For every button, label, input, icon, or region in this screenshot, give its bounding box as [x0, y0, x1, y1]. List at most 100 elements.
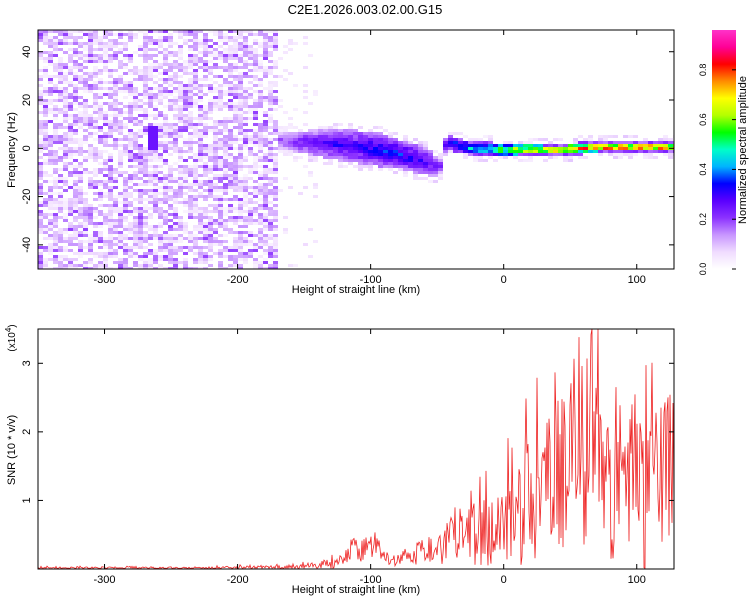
heatmap-cell	[123, 72, 128, 75]
heatmap-cell	[283, 144, 288, 147]
heatmap-cell	[288, 39, 293, 42]
heatmap-cell	[138, 168, 143, 171]
heatmap-cell	[258, 96, 263, 99]
heatmap-cell	[63, 51, 68, 54]
heatmap-cell	[193, 57, 198, 60]
heatmap-cell	[48, 78, 53, 81]
heatmap-cell	[108, 75, 113, 78]
heatmap-cell	[233, 255, 238, 258]
heatmap-cell	[158, 30, 163, 33]
heatmap-cell	[238, 168, 243, 171]
heatmap-cell	[388, 141, 393, 144]
heatmap-cell	[543, 147, 548, 150]
heatmap-cell	[223, 144, 228, 147]
heatmap-cell	[248, 192, 253, 195]
heatmap-cell	[263, 129, 268, 132]
heatmap-cell	[98, 117, 103, 120]
heatmap-cell	[73, 234, 78, 237]
heatmap-cell	[118, 192, 123, 195]
heatmap-cell	[128, 237, 133, 240]
heatmap-cell	[193, 243, 198, 246]
heatmap-cell	[213, 186, 218, 189]
heatmap-cell	[233, 174, 238, 177]
heatmap-cell	[178, 93, 183, 96]
heatmap-cell	[73, 264, 78, 267]
heatmap-cell	[78, 210, 83, 213]
heatmap-cell	[93, 96, 98, 99]
heatmap-cell	[308, 144, 313, 147]
heatmap-cell	[328, 135, 333, 138]
heatmap-cell	[218, 195, 223, 198]
heatmap-cell	[93, 210, 98, 213]
heatmap-cell	[653, 141, 658, 144]
heatmap-cell	[623, 144, 628, 147]
heatmap-cell	[238, 30, 243, 33]
heatmap-cell	[303, 135, 308, 138]
heatmap-cell	[188, 72, 193, 75]
heatmap-cell	[68, 105, 73, 108]
heatmap-cell	[78, 144, 83, 147]
heatmap-cell	[208, 105, 213, 108]
heatmap-cell	[78, 78, 83, 81]
heatmap-cell	[58, 249, 63, 252]
heatmap-cell	[98, 93, 103, 96]
heatmap-cell	[53, 162, 58, 165]
heatmap-cell	[173, 54, 178, 57]
heatmap-cell	[68, 84, 73, 87]
heatmap-cell	[83, 105, 88, 108]
snr-x-tick-label: -300	[94, 574, 116, 586]
heatmap-cell	[153, 186, 158, 189]
heatmap-cell	[238, 36, 243, 39]
heatmap-cell	[93, 264, 98, 267]
heatmap-cell	[108, 225, 113, 228]
heatmap-cell	[168, 240, 173, 243]
heatmap-cell	[73, 72, 78, 75]
heatmap-cell	[138, 237, 143, 240]
heatmap-cell	[98, 114, 103, 117]
heatmap-cell	[218, 264, 223, 267]
heatmap-cell	[153, 147, 158, 150]
heatmap-cell	[578, 141, 583, 144]
heatmap-cell	[43, 171, 48, 174]
heatmap-cell	[383, 162, 388, 165]
heatmap-cell	[143, 219, 148, 222]
heatmap-cell	[313, 144, 318, 147]
heatmap-cell	[163, 147, 168, 150]
heatmap-cell	[98, 39, 103, 42]
heatmap-cell	[143, 45, 148, 48]
heatmap-cell	[478, 138, 483, 141]
heatmap-cell	[63, 216, 68, 219]
heatmap-cell	[153, 204, 158, 207]
heatmap-cell	[233, 183, 238, 186]
heatmap-cell	[133, 87, 138, 90]
heatmap-cell	[293, 126, 298, 129]
heatmap-cell	[58, 138, 63, 141]
heatmap-cell	[53, 237, 58, 240]
heatmap-cell	[268, 144, 273, 147]
heatmap-cell	[93, 36, 98, 39]
heatmap-cell	[538, 144, 543, 147]
heatmap-cell	[73, 192, 78, 195]
heatmap-cell	[83, 87, 88, 90]
heatmap-cell	[163, 201, 168, 204]
heatmap-cell	[133, 216, 138, 219]
heatmap-cell	[163, 123, 168, 126]
heatmap-cell	[128, 213, 133, 216]
heatmap-cell	[223, 210, 228, 213]
heatmap-cell	[123, 54, 128, 57]
heatmap-cell	[543, 159, 548, 162]
heatmap-cell	[253, 162, 258, 165]
heatmap-cell	[268, 267, 273, 269]
heatmap-cell	[408, 153, 413, 156]
heatmap-cell	[273, 219, 278, 222]
heatmap-cell	[238, 99, 243, 102]
heatmap-cell	[203, 222, 208, 225]
heatmap-cell	[38, 264, 43, 267]
heatmap-cell	[213, 102, 218, 105]
heatmap-cell	[398, 162, 403, 165]
heatmap-cell	[183, 186, 188, 189]
heatmap-cell	[78, 249, 83, 252]
heatmap-cell	[163, 132, 168, 135]
heatmap-cell	[233, 138, 238, 141]
heatmap-cell	[318, 135, 323, 138]
